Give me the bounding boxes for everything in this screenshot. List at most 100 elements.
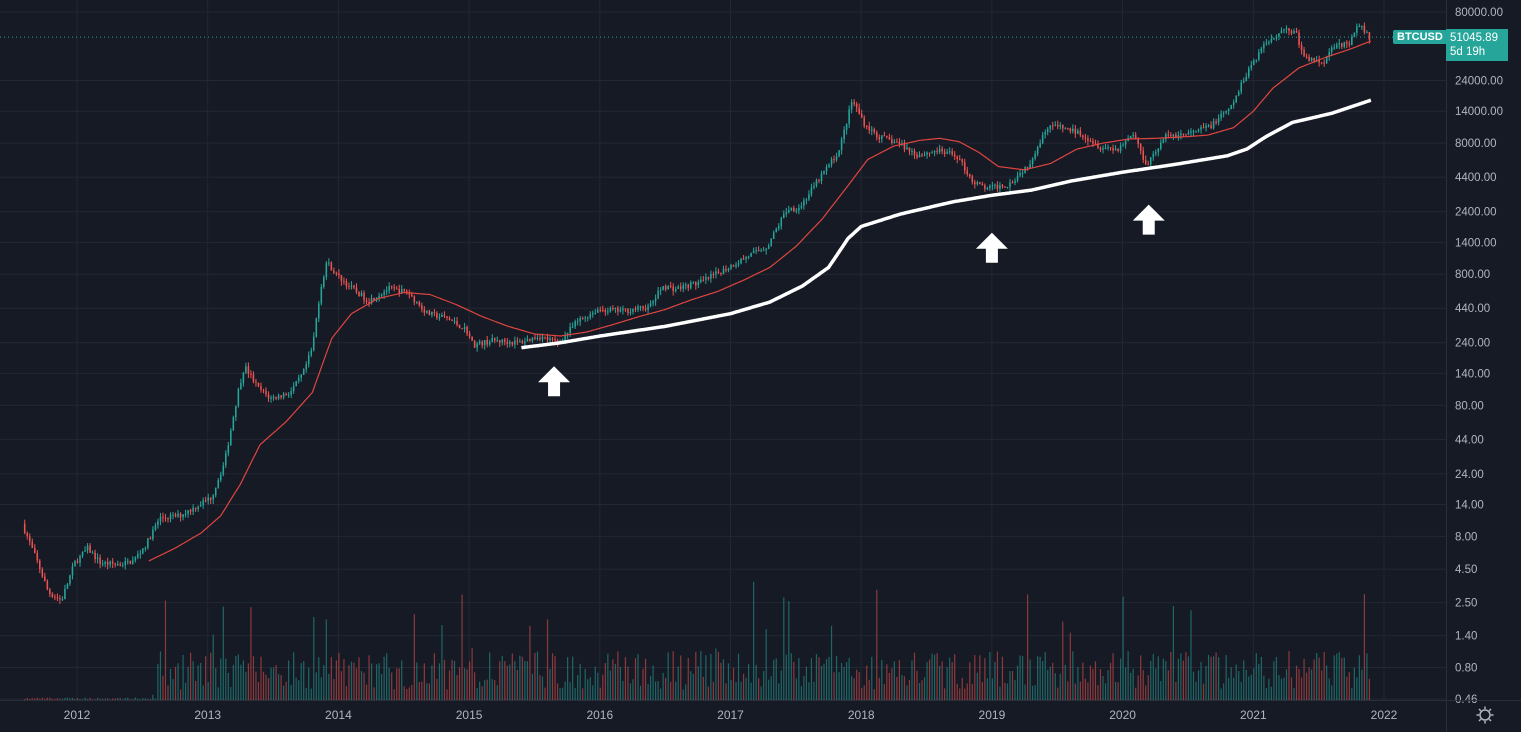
candle[interactable] [700, 279, 702, 283]
candle[interactable] [237, 389, 240, 406]
candle[interactable] [1097, 143, 1099, 148]
candle[interactable] [838, 150, 840, 157]
candle[interactable] [252, 374, 255, 382]
candle[interactable] [1268, 41, 1270, 44]
candle[interactable] [551, 338, 554, 340]
candle[interactable] [599, 309, 602, 311]
candle[interactable] [358, 291, 360, 296]
candle[interactable] [735, 264, 737, 267]
candle[interactable] [664, 286, 667, 290]
price-axis[interactable]: 80000.00 24000.00 14000.00 8000.00 4400.00 24… [1446, 0, 1503, 732]
candle[interactable] [793, 207, 795, 212]
candle[interactable] [511, 341, 514, 345]
candle[interactable] [182, 514, 184, 518]
candle[interactable] [692, 282, 695, 284]
candle[interactable] [307, 355, 310, 365]
candle[interactable] [1237, 91, 1240, 96]
candle[interactable] [1109, 147, 1112, 149]
candle[interactable] [921, 154, 923, 156]
candle[interactable] [936, 151, 938, 153]
candle[interactable] [619, 310, 622, 312]
candle[interactable] [1165, 134, 1167, 140]
candle[interactable] [438, 316, 441, 318]
gear-icon[interactable] [1475, 705, 1495, 725]
candle[interactable] [101, 563, 104, 565]
candle[interactable] [828, 164, 830, 168]
candle[interactable] [898, 142, 901, 145]
candle[interactable] [815, 180, 818, 186]
candle[interactable] [320, 286, 323, 304]
candle[interactable] [961, 159, 964, 163]
candle[interactable] [1079, 130, 1082, 136]
candle[interactable] [111, 561, 114, 564]
candle[interactable] [1041, 134, 1044, 144]
candle[interactable] [1293, 31, 1295, 34]
candle[interactable] [426, 310, 428, 313]
candle[interactable] [192, 507, 194, 512]
candle[interactable] [873, 129, 876, 133]
candle[interactable] [752, 250, 755, 253]
candle[interactable] [1099, 147, 1102, 150]
candle[interactable] [1190, 131, 1192, 133]
candle[interactable] [1112, 148, 1114, 151]
candle[interactable] [830, 159, 833, 165]
candle[interactable] [318, 303, 320, 319]
candle[interactable] [1358, 26, 1361, 28]
candle[interactable] [121, 565, 124, 567]
candle[interactable] [1366, 32, 1368, 34]
candle[interactable] [262, 389, 265, 391]
candle[interactable] [405, 290, 408, 294]
candle[interactable] [81, 551, 84, 556]
candle[interactable] [868, 126, 871, 131]
candle[interactable] [1149, 157, 1152, 165]
candle[interactable] [521, 341, 524, 344]
candle[interactable] [1310, 57, 1313, 61]
candle[interactable] [1026, 167, 1029, 169]
candle[interactable] [1340, 43, 1343, 47]
candle[interactable] [368, 301, 370, 304]
candle[interactable] [295, 380, 297, 387]
candle[interactable] [546, 336, 549, 340]
candle[interactable] [1192, 130, 1195, 132]
candle[interactable] [845, 123, 848, 130]
candle[interactable] [539, 337, 541, 340]
candle[interactable] [461, 328, 463, 330]
candle[interactable] [79, 555, 81, 563]
candle[interactable] [1308, 56, 1310, 61]
candle[interactable] [881, 135, 883, 139]
candle[interactable] [1172, 134, 1175, 137]
candle[interactable] [184, 513, 187, 515]
candle[interactable] [943, 151, 946, 154]
candle[interactable] [1235, 95, 1237, 103]
candle[interactable] [612, 308, 614, 310]
candle[interactable] [624, 308, 627, 310]
candle[interactable] [632, 308, 634, 312]
candle[interactable] [119, 564, 122, 566]
candle[interactable] [1011, 182, 1014, 184]
candle[interactable] [240, 383, 242, 390]
candle[interactable] [431, 312, 433, 316]
candle[interactable] [390, 286, 393, 288]
candle[interactable] [385, 290, 388, 292]
candle[interactable] [413, 296, 416, 303]
candle[interactable] [966, 170, 969, 175]
candle[interactable] [805, 199, 808, 201]
candle[interactable] [373, 298, 375, 301]
candle[interactable] [446, 316, 448, 318]
candle[interactable] [245, 366, 247, 373]
candle[interactable] [825, 167, 828, 172]
candle[interactable] [896, 141, 898, 143]
candle[interactable] [1260, 48, 1263, 53]
candle[interactable] [338, 273, 340, 276]
candle[interactable] [1338, 43, 1341, 45]
candle[interactable] [1119, 145, 1122, 151]
candle[interactable] [267, 394, 270, 399]
candle[interactable] [1210, 125, 1212, 129]
candle[interactable] [443, 314, 446, 317]
candle[interactable] [400, 289, 403, 294]
candle[interactable] [486, 339, 488, 345]
candle[interactable] [378, 295, 380, 299]
candle[interactable] [1285, 28, 1288, 30]
candle[interactable] [757, 250, 760, 252]
candle[interactable] [755, 250, 757, 252]
